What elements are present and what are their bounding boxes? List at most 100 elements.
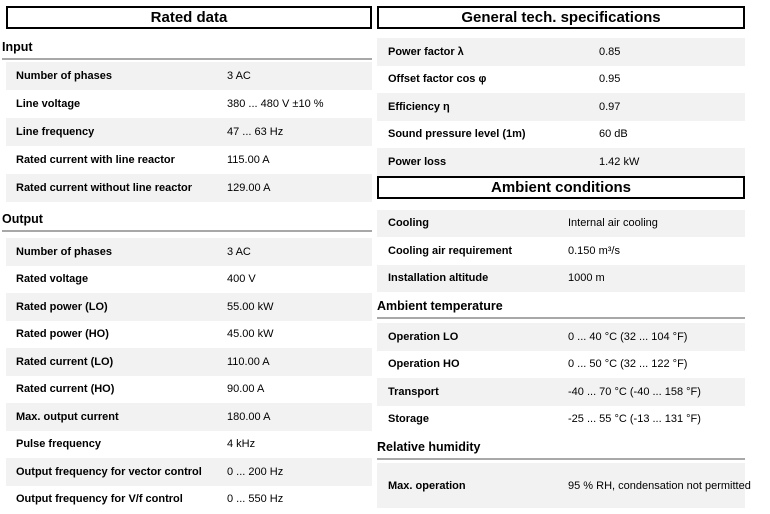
spec-label: Rated current (LO) (16, 355, 114, 368)
spec-rows-cooling: Cooling Internal air cooling Cooling air r… (377, 209, 745, 292)
spec-value: 90.00 A (227, 383, 265, 396)
spec-label: Max. operation (388, 479, 466, 492)
section-heading-input: Input (2, 41, 372, 60)
spec-row: Output frequency for vector control 0 ...… (6, 458, 372, 486)
spec-row: Efficiency η 0.97 (377, 93, 745, 121)
spec-rows-general: Power factor λ 0.85 Offset factor cos φ 0.9… (377, 38, 745, 176)
spec-value: 0 ... 50 °C (32 ... 122 °F) (568, 358, 688, 371)
spec-label: Operation LO (388, 330, 459, 343)
general-specs-groups: Power factor λ 0.85 Offset factor cos φ 0.9… (377, 38, 745, 176)
section-heading-output: Output (2, 213, 372, 232)
spec-label: Rated current with line reactor (16, 154, 175, 166)
spec-label: Operation HO (388, 358, 460, 371)
spec-value: 60 dB (599, 128, 628, 141)
spec-label: Storage (388, 413, 429, 426)
spec-row: Line frequency 47 ... 63 Hz (6, 118, 372, 146)
rated-data-title: Rated data (6, 6, 372, 29)
spec-label: Rated current (HO) (16, 383, 115, 396)
specs-pane: General tech. specifications Power facto… (377, 6, 751, 508)
spec-value: 1.42 kW (599, 155, 640, 168)
spec-label: Line frequency (16, 126, 95, 138)
spec-rows-temp: Operation LO 0 ... 40 °C (32 ... 104 °F) O… (377, 323, 745, 433)
spec-value: 400 V (227, 273, 256, 286)
spec-value: 115.00 A (227, 154, 270, 166)
spec-rows-output: Number of phases 3 AC Rated voltage 400 V Ra… (6, 238, 372, 513)
spec-row: Cooling Internal air cooling (377, 209, 745, 237)
spec-row: Rated current with line reactor 115.00 A (6, 146, 372, 174)
spec-label: Pulse frequency (16, 438, 101, 451)
spec-value: 0 ... 40 °C (32 ... 104 °F) (568, 330, 688, 343)
general-specs-table: General tech. specifications Power facto… (377, 6, 745, 176)
spec-value: 55.00 kW (227, 300, 274, 313)
spec-value: 3 AC (227, 245, 251, 258)
section-heading-temp: Ambient temperature (377, 300, 745, 319)
spec-label: Output frequency for vector control (16, 465, 202, 478)
spec-row: Pulse frequency 4 kHz (6, 431, 372, 459)
spec-label: Number of phases (16, 245, 112, 258)
spec-value: Internal air cooling (568, 217, 658, 230)
spec-label: Output frequency for V/f control (16, 493, 183, 506)
spec-value: 380 ... 480 V ±10 % (227, 98, 324, 110)
spec-label: Offset factor cos φ (388, 73, 487, 86)
spec-value: 95 % RH, condensation not permitted (568, 479, 751, 492)
spec-label: Number of phases (16, 70, 112, 82)
spec-label: Line voltage (16, 98, 81, 110)
spec-value: 4 kHz (227, 438, 256, 451)
spec-label: Rated power (LO) (16, 300, 108, 313)
general-specs-title: General tech. specifications (377, 6, 745, 29)
spec-row: Power factor λ 0.85 (377, 38, 745, 66)
spec-value: 0.95 (599, 73, 621, 86)
spec-label: Power loss (388, 155, 447, 168)
spec-value: 0 ... 200 Hz (227, 465, 284, 478)
spec-value: 0.150 m³/s (568, 244, 620, 257)
spec-value: 110.00 A (227, 355, 270, 368)
spec-row: Transport -40 ... 70 °C (-40 ... 158 °F) (377, 378, 745, 406)
spec-label: Max. output current (16, 410, 119, 423)
spec-value: 180.00 A (227, 410, 271, 423)
spec-row: Max. output current 180.00 A (6, 403, 372, 431)
spec-label: Power factor λ (388, 45, 464, 58)
spec-value: 47 ... 63 Hz (227, 126, 284, 138)
spec-row: Output frequency for V/f control 0 ... 55… (6, 486, 372, 514)
spec-row: Offset factor cos φ 0.95 (377, 66, 745, 94)
section-heading-humidity: Relative humidity (377, 441, 745, 460)
spec-value: -25 ... 55 °C (-13 ... 131 °F) (568, 413, 701, 426)
spec-row: Storage -25 ... 55 °C (-13 ... 131 °F) (377, 406, 745, 434)
spec-label: Installation altitude (388, 272, 489, 285)
spec-row: Rated current (LO) 110.00 A (6, 348, 372, 376)
spec-value: -40 ... 70 °C (-40 ... 158 °F) (568, 385, 701, 398)
spec-row: Installation altitude 1000 m (377, 264, 745, 292)
spec-row: Number of phases 3 AC (6, 238, 372, 266)
spec-label: Cooling (388, 217, 429, 230)
spec-row: Cooling air requirement 0.150 m³/s (377, 237, 745, 265)
spec-label: Sound pressure level (1m) (388, 128, 526, 141)
spec-label: Efficiency η (388, 100, 450, 113)
ambient-conditions-title: Ambient conditions (377, 175, 745, 199)
spec-rows-input: Number of phases 3 AC Line voltage 380 ... … (6, 62, 372, 202)
spec-row: Rated current without line reactor 129.00… (6, 174, 372, 202)
spec-row: Max. operation 95 % RH, condensation not … (377, 463, 751, 508)
spec-row: Sound pressure level (1m) 60 dB (377, 121, 745, 149)
spec-row: Line voltage 380 ... 480 V ±10 % (6, 90, 372, 118)
spec-row: Rated current (HO) 90.00 A (6, 376, 372, 404)
spec-value: 1000 m (568, 272, 605, 285)
spec-row: Rated voltage 400 V (6, 266, 372, 294)
spec-row: Number of phases 3 AC (6, 62, 372, 90)
rated-data-groups: Input Number of phases 3 AC Line voltage 380… (2, 41, 372, 513)
ambient-conditions-table: Ambient conditions Cooling Internal air c… (377, 175, 751, 508)
spec-label: Rated voltage (16, 273, 89, 286)
spec-value: 0.97 (599, 100, 621, 113)
ambient-conditions-groups: Cooling Internal air cooling Cooling air r… (377, 209, 751, 508)
spec-row: Rated power (HO) 45.00 kW (6, 321, 372, 349)
spec-value: 129.00 A (227, 182, 271, 194)
spec-value: 3 AC (227, 70, 251, 82)
spec-label: Transport (388, 385, 439, 398)
rated-data-pane: Rated data Input Number of phases 3 AC Line… (2, 6, 372, 513)
spec-value: 0 ... 550 Hz (227, 493, 284, 506)
spec-label: Rated power (HO) (16, 328, 109, 341)
spec-row: Operation LO 0 ... 40 °C (32 ... 104 °F) (377, 323, 745, 351)
spec-row: Rated power (LO) 55.00 kW (6, 293, 372, 321)
spec-label: Rated current without line reactor (16, 182, 193, 194)
spec-value: 0.85 (599, 45, 621, 58)
spec-row: Power loss 1.42 kW (377, 148, 745, 176)
